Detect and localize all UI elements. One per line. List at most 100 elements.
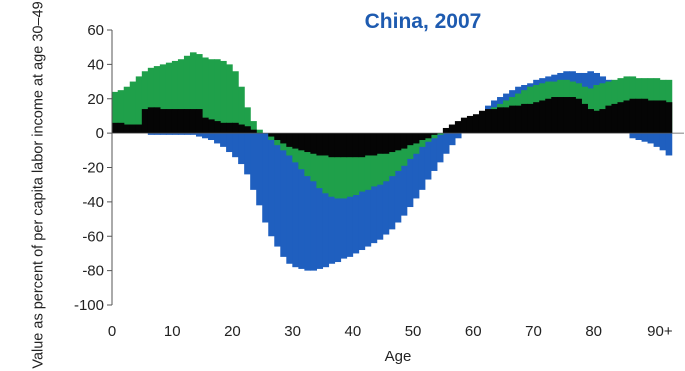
series-3-bar [382,133,390,154]
series-2-bar [123,86,131,134]
series-1-bar [159,133,167,135]
series-3-bar [388,133,396,153]
series-3-bar [280,133,287,144]
series-3-bar [406,133,414,146]
series-3-bar [485,109,492,134]
series-3-bar [412,133,420,144]
series-1-bar [412,133,420,199]
series-3-bar [214,121,221,134]
series-2-bar [244,107,251,134]
series-2-bar [171,60,179,134]
series-3-bar [623,100,631,134]
series-2-bar [328,133,336,197]
series-1-bar [256,133,263,206]
y-tick-label: -100 [74,297,104,314]
series-2-bar [165,62,173,134]
series-1-bar [382,133,390,235]
series-2-bar [599,83,607,134]
chart-title: China, 2007 [364,10,482,33]
series-3-bar [521,103,528,134]
series-1-bar [424,133,432,180]
series-3-bar [165,109,173,134]
series-3-bar [557,97,564,134]
series-3-bar [135,124,143,134]
series-3-bar [611,103,619,134]
y-tick-label: 40 [87,56,104,73]
series-3-bar [454,121,462,134]
series-1-bar [226,133,233,153]
series-3-bar [292,133,299,149]
series-2-bar [250,121,257,134]
series-3-bar [472,114,480,134]
series-1-bar [165,133,173,135]
series-2-bar [232,71,239,134]
series-3-bar [448,124,456,134]
series-3-bar [515,105,522,134]
series-2-bar [208,59,215,134]
series-1-bar [292,133,299,268]
series-3-bar [208,119,215,134]
series-1-bar [454,133,462,139]
series-3-bar [533,102,540,134]
series-2-bar [358,133,366,192]
series-3-bar [400,133,408,149]
series-1-bar [183,133,191,135]
series-3-bar [286,133,293,147]
series-3-bar [509,105,516,134]
x-tick-label: 20 [224,323,241,340]
series-3-bar [430,133,438,135]
series-1-bar [177,133,185,135]
series-3-bar [605,105,613,134]
x-tick-label: 60 [465,323,482,340]
series-3-bar [563,97,570,134]
series-2-bar [430,133,438,139]
series-1-bar [232,133,239,158]
series-2-bar [400,133,408,166]
series-3-bar [304,133,311,153]
series-2-bar [111,91,119,134]
series-1-bar [430,133,438,171]
series-3-bar [503,107,510,134]
series-2-bar [364,133,372,190]
series-3-bar [376,133,384,154]
series-1-bar [153,133,161,135]
series-3-bar [123,124,131,134]
series-3-bar [587,109,594,134]
series-3-bar [581,103,588,134]
x-tick-label: 40 [344,323,361,340]
series-2-bar [340,133,348,199]
series-3-bar [527,103,534,134]
x-tick-label: 70 [525,323,542,340]
series-3-bar [593,110,600,134]
series-3-bar [250,129,257,134]
series-3-bar [635,98,643,134]
series-3-bar [442,127,450,134]
series-1-bar [202,133,209,139]
series-2-bar [352,133,360,196]
series-2-bar [310,133,318,182]
series-1-bar [436,133,444,163]
y-tick-label: 20 [87,91,104,108]
series-3-bar [424,133,432,139]
series-2-bar [334,133,342,199]
x-tick-label: 90+ [647,323,673,340]
series-3-bar [202,117,209,134]
series-1-bar [238,133,245,165]
x-tick-label: 0 [108,323,116,340]
series-3-bar [195,109,203,134]
series-1-bar [220,133,227,147]
series-3-bar [569,97,576,134]
series-3-bar [551,97,558,134]
series-1-bar [418,133,426,190]
series-3-bar [370,133,378,156]
series-2-bar [394,133,402,171]
series-3-bar [244,126,251,134]
series-3-bar [665,102,673,134]
series-3-bar [111,122,119,134]
series-3-bar [117,122,125,134]
y-tick-label: -40 [82,194,104,211]
y-tick-label: 0 [96,125,104,142]
series-2-bar [202,57,209,134]
series-2-bar [593,85,600,134]
